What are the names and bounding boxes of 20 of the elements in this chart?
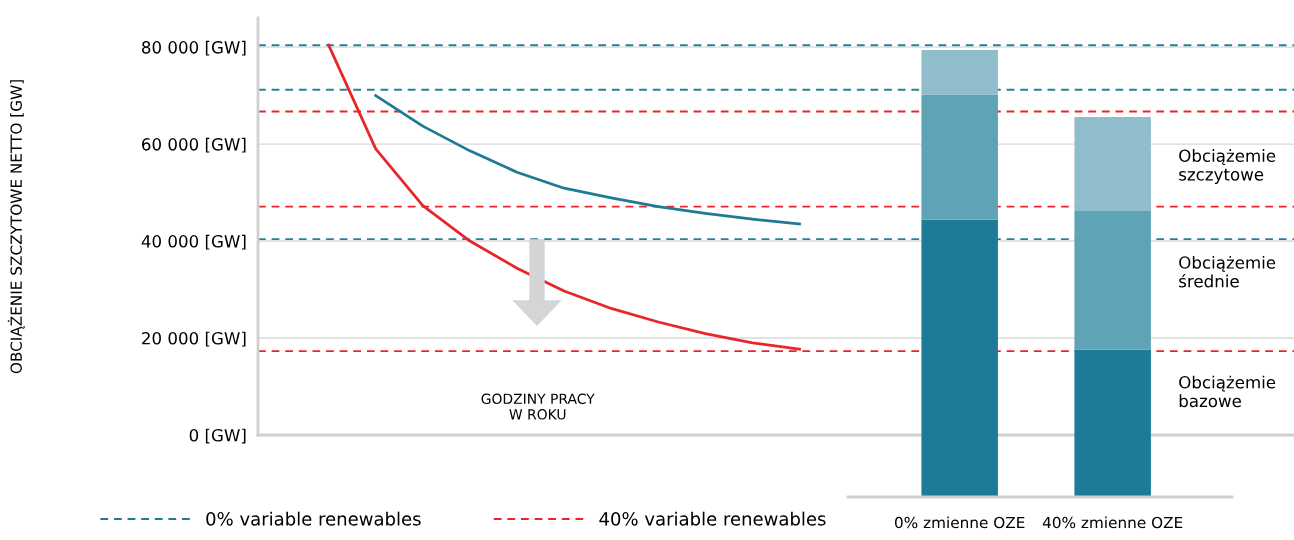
annotation: Obciążemie średnie [1179, 255, 1276, 288]
legend-label: 0% variable renewables [206, 511, 421, 526]
x-tick-label: 40% zmienne OZE [1042, 516, 1183, 529]
bar [921, 50, 998, 95]
y-tick-label: 80 000 [GW] [142, 40, 246, 56]
y-tick-label: 20 000 [GW] [142, 331, 246, 347]
y-tick-label: 40 000 [GW] [141, 234, 246, 250]
annotation: Obciążemie bazowe [1179, 375, 1276, 408]
bar [1074, 349, 1151, 497]
y-axis-title: OBCIĄŻENIE SZCZYTOWE NETTO [GW] [7, 80, 25, 374]
x-tick-label: 0% zmienne OZE [894, 516, 1025, 529]
y-tick-label: 0 [GW] [189, 428, 246, 444]
annotation: Obciążemie szczytowe [1179, 149, 1276, 184]
legend-label: 40% variable renewables [599, 511, 826, 526]
bar [1074, 117, 1151, 211]
x-axis-title: GODZINY PRACY W ROKU [481, 393, 595, 420]
line-series [374, 94, 801, 226]
bar [1074, 210, 1151, 350]
bar [921, 94, 998, 220]
y-tick-label: 60 000 [GW] [142, 137, 246, 153]
